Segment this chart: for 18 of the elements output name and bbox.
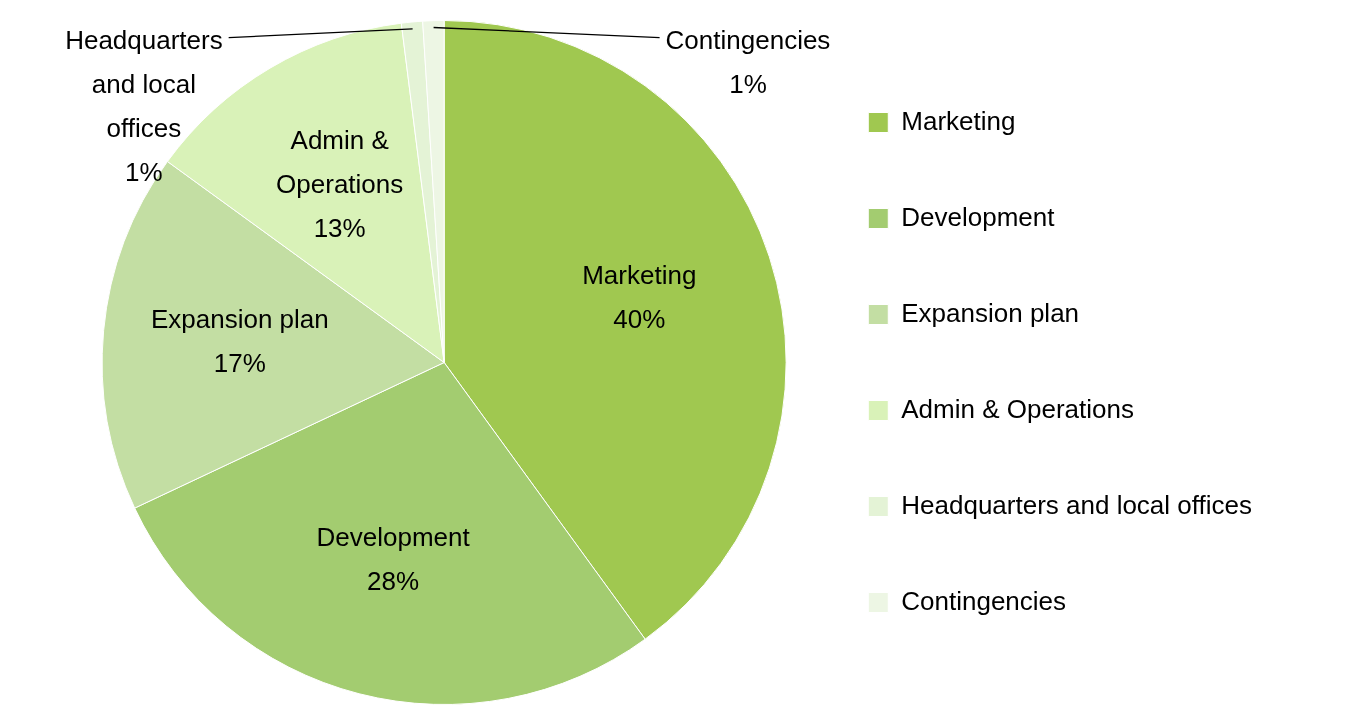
legend-label: Expansion plan (901, 297, 1080, 328)
slice-label: Contingencies (665, 24, 831, 55)
legend-label: Development (901, 201, 1056, 232)
data-label: 1% (125, 156, 163, 187)
data-label: 28% (367, 566, 420, 597)
legend-label: Headquarters and local offices (901, 489, 1252, 520)
slice-label: Marketing (582, 260, 697, 291)
data-label: 17% (213, 348, 266, 379)
slice-label: Admin & Operations (276, 125, 404, 200)
data-label: 40% (613, 304, 666, 335)
slice-label: Expansion plan (150, 304, 329, 335)
legend-label: Contingencies (901, 585, 1067, 616)
legend-label: Marketing (901, 105, 1016, 136)
data-label: 1% (729, 68, 767, 99)
slice-label: Development (316, 522, 471, 553)
data-label: 13% (313, 213, 366, 244)
legend-label: Admin & Operations (901, 393, 1134, 424)
slice-label: Headquarters and local offices (65, 24, 223, 143)
